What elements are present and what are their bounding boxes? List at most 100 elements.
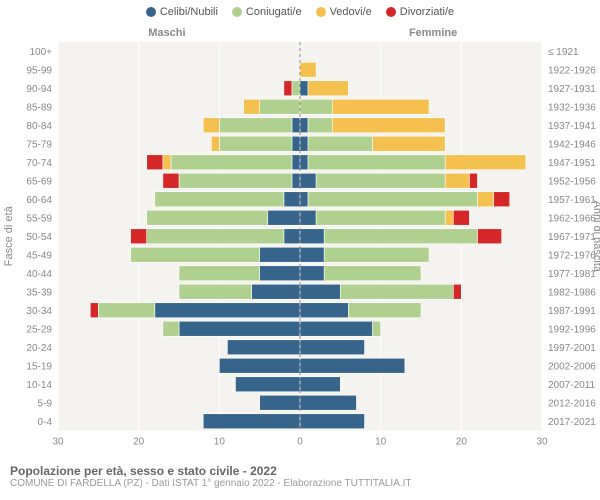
legend-item: Vedovi/e (316, 6, 372, 18)
bar-male (179, 266, 260, 281)
bar-male (219, 118, 292, 133)
bar-male (292, 155, 300, 170)
year-label: 1932-1936 (548, 102, 596, 113)
year-label: 1967-1971 (548, 232, 596, 243)
legend-label: Vedovi/e (330, 6, 372, 18)
legend-item: Celibi/Nubili (146, 6, 218, 18)
age-label: 35-39 (26, 287, 52, 298)
bar-male (179, 173, 292, 188)
bar-female (300, 395, 356, 410)
bar-female (308, 192, 477, 207)
age-label: 0-4 (38, 417, 53, 428)
bar-male (147, 229, 284, 244)
bar-female (300, 173, 316, 188)
bar-female (494, 192, 510, 207)
year-label: 1982-1986 (548, 287, 596, 298)
bar-male (292, 136, 300, 151)
year-label: 1987-1991 (548, 306, 596, 317)
age-label: 25-29 (26, 324, 52, 335)
x-tick: 30 (52, 437, 64, 448)
bar-male (211, 136, 219, 151)
bar-female (300, 414, 365, 429)
bar-female (324, 247, 429, 262)
year-label: 2002-2006 (548, 361, 596, 372)
age-label: 90-94 (26, 84, 52, 95)
bar-male (219, 136, 292, 151)
bar-male (98, 303, 154, 318)
age-label: 45-49 (26, 250, 52, 261)
bar-male (155, 303, 300, 318)
bar-male (260, 266, 300, 281)
year-label: 1927-1931 (548, 84, 596, 95)
bar-female (316, 173, 445, 188)
bar-male (260, 247, 300, 262)
bar-female (300, 118, 308, 133)
bar-female (469, 173, 477, 188)
chart-title: Popolazione per età, sesso e stato civil… (10, 464, 590, 478)
x-tick: 20 (456, 437, 468, 448)
year-label: 2007-2011 (548, 380, 596, 391)
year-label: 1997-2001 (548, 343, 596, 354)
age-label: 50-54 (26, 232, 52, 243)
bar-male (252, 284, 300, 299)
x-tick: 10 (214, 437, 226, 448)
age-label: 5-9 (38, 398, 53, 409)
bar-female (373, 136, 446, 151)
bar-female (308, 155, 445, 170)
x-tick: 0 (297, 437, 303, 448)
bar-female (300, 136, 308, 151)
year-label: 2017-2021 (548, 417, 596, 428)
age-label: 85-89 (26, 102, 52, 113)
year-label: 1962-1966 (548, 213, 596, 224)
bar-female (300, 303, 348, 318)
bar-female (300, 155, 308, 170)
bar-female (300, 62, 316, 77)
bar-female (300, 229, 324, 244)
x-tick: 20 (133, 437, 145, 448)
year-label: 1952-1956 (548, 176, 596, 187)
x-tick: 10 (375, 437, 387, 448)
bar-female (308, 136, 373, 151)
bar-female (300, 377, 340, 392)
age-label: 60-64 (26, 195, 52, 206)
bar-female (453, 284, 461, 299)
age-label: 95-99 (26, 65, 52, 76)
bar-male (90, 303, 98, 318)
year-label: 1977-1981 (548, 269, 596, 280)
age-label: 75-79 (26, 139, 52, 150)
age-label: 40-44 (26, 269, 52, 280)
legend-item: Divorziati/e (386, 6, 454, 18)
bar-male (147, 210, 268, 225)
year-label: 1992-1996 (548, 324, 596, 335)
year-label: 2012-2016 (548, 398, 596, 409)
bar-female (316, 210, 445, 225)
bar-female (332, 99, 429, 114)
bar-male (131, 229, 147, 244)
chart-footer: Popolazione per età, sesso e stato civil… (0, 460, 600, 495)
bar-female (373, 321, 381, 336)
year-label: 1937-1941 (548, 121, 596, 132)
bar-male (292, 118, 300, 133)
bar-male (203, 414, 300, 429)
year-label: 1942-1946 (548, 139, 596, 150)
bar-male (179, 321, 300, 336)
bar-male (163, 321, 179, 336)
bar-female (300, 321, 373, 336)
age-label: 65-69 (26, 176, 52, 187)
bar-male (260, 395, 300, 410)
bar-male (284, 192, 300, 207)
pyramid-plot: MaschiFemmine100+≤ 192195-991922-192690-… (0, 20, 600, 460)
bar-female (300, 81, 308, 96)
bar-male (219, 358, 300, 373)
age-label: 10-14 (26, 380, 52, 391)
bar-male (163, 173, 179, 188)
legend-swatch (146, 7, 156, 17)
bar-male (163, 155, 171, 170)
bar-male (227, 340, 300, 355)
bar-female (300, 210, 316, 225)
age-label: 20-24 (26, 343, 52, 354)
bar-female (300, 340, 365, 355)
svg-text:Maschi: Maschi (148, 27, 185, 39)
bar-male (131, 247, 260, 262)
bar-female (300, 99, 332, 114)
